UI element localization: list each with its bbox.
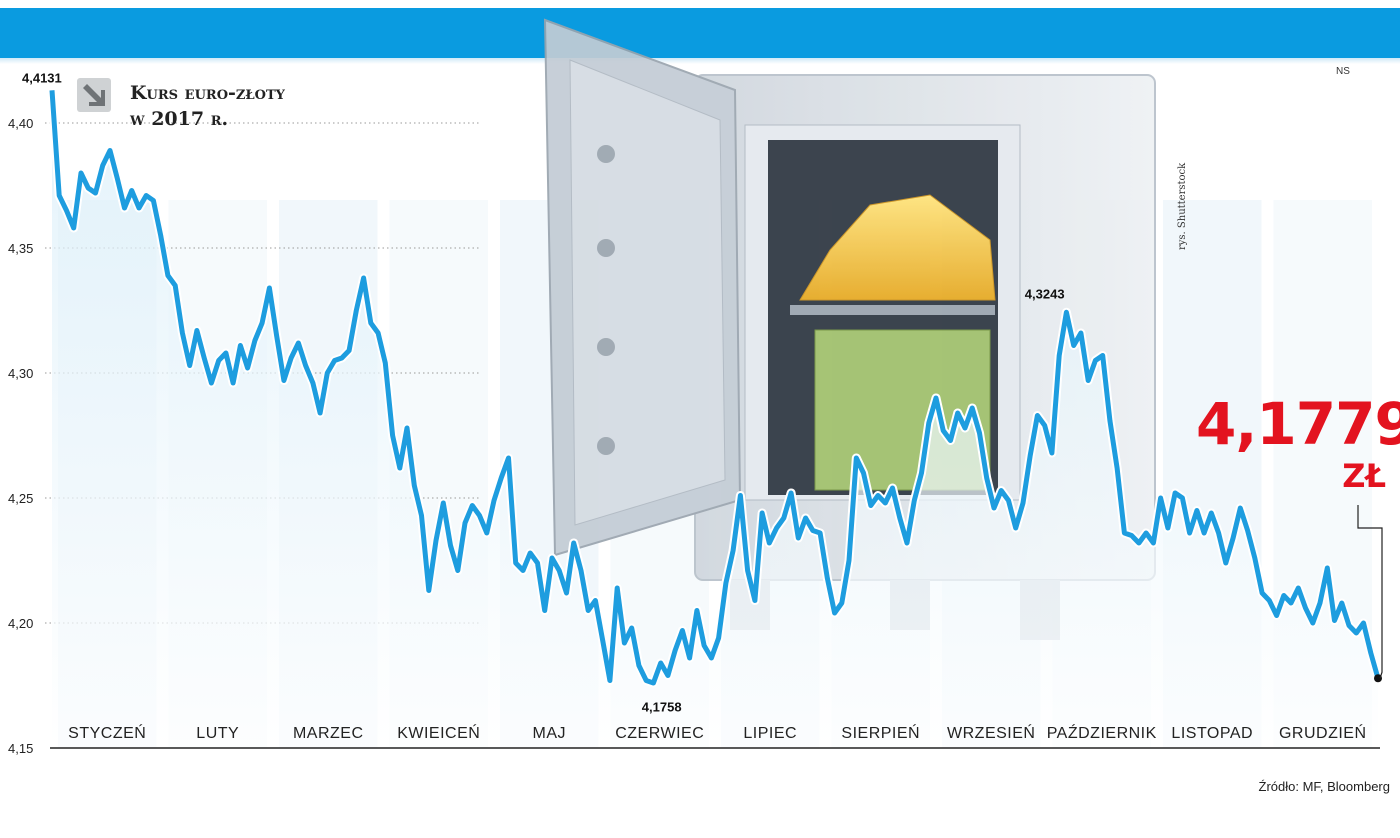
value-leader — [1357, 505, 1383, 679]
chart-title: Kurs euro-złoty w 2017 r. — [130, 80, 285, 132]
month-label: GRUDZIEŃ — [1279, 723, 1367, 742]
chart-title-line: Kurs euro-złoty — [130, 82, 285, 104]
illustration-credit: rys. Shutterstock — [1177, 150, 1191, 260]
chart-subtitle: w 2017 r. — [130, 108, 229, 130]
annotation-start: 4,4131 — [22, 70, 62, 85]
annotations: 4,4131 4,3243 4,1758 — [22, 70, 1065, 714]
month-label: WRZESIEŃ — [947, 723, 1035, 742]
current-rate-value: 4,1779 — [1196, 390, 1400, 458]
author-initials: NS — [1336, 66, 1350, 77]
illustration-credit-text: rys. Shutterstock — [1177, 162, 1188, 250]
y-tick-label: 4,15 — [8, 741, 33, 756]
top-banner-shadow — [0, 58, 1400, 64]
month-label: STYCZEŃ — [68, 723, 146, 742]
current-rate-unit: ZŁ — [1342, 457, 1386, 495]
source-note: Źródło: MF, Bloomberg — [1258, 779, 1391, 794]
month-label: MARZEC — [293, 725, 364, 742]
top-banner — [0, 8, 1400, 58]
y-tick-label: 4,20 — [8, 616, 33, 631]
month-label: LUTY — [196, 725, 239, 742]
month-label: MAJ — [533, 725, 567, 742]
month-label: SIERPIEŃ — [841, 723, 920, 742]
y-tick-label: 4,40 — [8, 116, 33, 131]
month-label: PAŹDZIERNIK — [1047, 723, 1157, 742]
series-area — [52, 90, 1378, 749]
down-arrow-icon — [77, 78, 111, 112]
annotation-max: 4,3243 — [1025, 286, 1065, 301]
month-label: CZERWIEC — [615, 725, 704, 742]
month-label: LIPIEC — [743, 725, 797, 742]
series-line — [49, 90, 1381, 686]
month-label: LISTOPAD — [1171, 725, 1253, 742]
annotation-min: 4,1758 — [642, 700, 682, 715]
end-point — [1374, 674, 1382, 683]
y-tick-label: 4,25 — [8, 491, 33, 506]
month-label: KWIEICEŃ — [397, 723, 480, 742]
month-labels: STYCZEŃ LUTY MARZEC KWIEICEŃ MAJ CZERWIEC LIPI… — [68, 723, 1366, 742]
y-tick-label: 4,30 — [8, 366, 33, 381]
y-tick-label: 4,35 — [8, 241, 33, 256]
